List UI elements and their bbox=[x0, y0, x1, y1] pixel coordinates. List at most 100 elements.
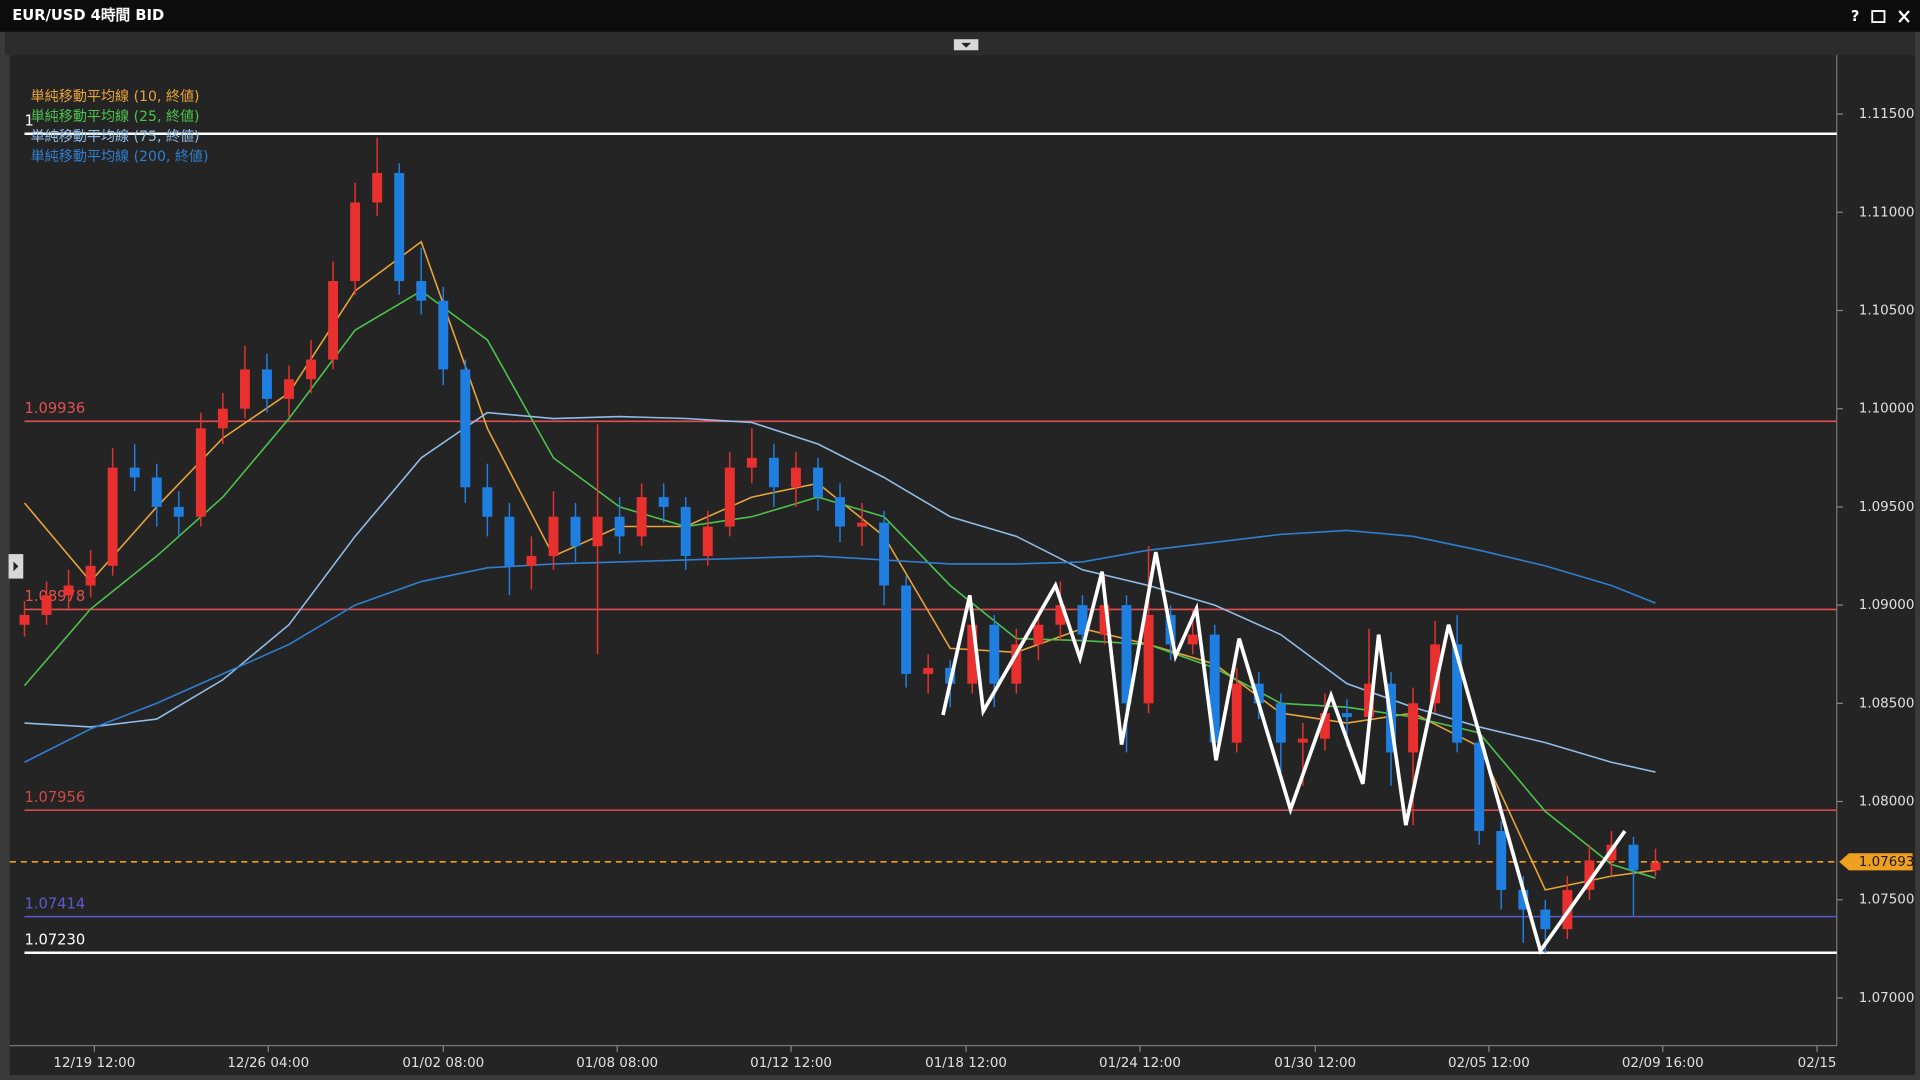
candle-body bbox=[658, 497, 669, 507]
candle-body bbox=[416, 281, 427, 301]
candle-body bbox=[1055, 605, 1066, 625]
candle-body bbox=[1430, 644, 1441, 704]
candle-body bbox=[284, 379, 294, 399]
maximize-button[interactable] bbox=[1871, 10, 1886, 23]
level-label: 1.07956 bbox=[24, 789, 85, 806]
candle-body bbox=[129, 467, 140, 478]
candle-body bbox=[151, 477, 162, 507]
candle-body bbox=[195, 428, 206, 517]
x-tick-label: 01/08 08:00 bbox=[576, 1055, 658, 1071]
candle-body bbox=[1650, 862, 1661, 871]
candle-body bbox=[1584, 860, 1595, 890]
candle-body bbox=[614, 516, 625, 537]
candle-body bbox=[1408, 703, 1419, 753]
candle-body bbox=[1121, 605, 1132, 704]
candle-body bbox=[901, 585, 912, 674]
help-button[interactable]: ? bbox=[1851, 8, 1860, 25]
y-tick-label: 1.08000 bbox=[1859, 794, 1915, 810]
legend-entry: 単純移動平均線 (200, 終値) bbox=[31, 149, 209, 165]
legend-entry: 単純移動平均線 (75, 終値) bbox=[31, 129, 200, 145]
candle-body bbox=[1518, 889, 1529, 910]
candle-body bbox=[261, 369, 272, 399]
candle-body bbox=[879, 522, 890, 586]
y-tick-label: 1.11500 bbox=[1859, 106, 1915, 122]
y-tick-label: 1.10000 bbox=[1859, 401, 1915, 417]
chart-layer: 1.07000 1.07500 1.08000 1.08500 1.09000 1.095… bbox=[9, 89, 1915, 1071]
window-title: EUR/USD 4時間 BID bbox=[12, 6, 164, 24]
candle-body bbox=[1253, 683, 1264, 704]
candle-body bbox=[438, 300, 449, 370]
candle-body bbox=[636, 497, 647, 537]
level-label: 1.07230 bbox=[24, 932, 85, 949]
candle-body bbox=[1275, 703, 1286, 743]
candle-body bbox=[790, 467, 801, 488]
title-bar bbox=[0, 0, 1920, 32]
candle-body bbox=[570, 516, 581, 547]
time-axis bbox=[9, 1045, 1837, 1076]
candle-body bbox=[702, 526, 713, 557]
x-tick-label: 02/05 12:00 bbox=[1448, 1055, 1530, 1071]
level-label: 1.09936 bbox=[24, 400, 85, 417]
current-price-tag bbox=[1839, 853, 1913, 871]
candle-body bbox=[724, 467, 735, 527]
candle-body bbox=[1187, 634, 1198, 645]
level-label: 1 bbox=[24, 112, 33, 129]
candle-body bbox=[1099, 605, 1110, 635]
candle-body bbox=[372, 173, 383, 203]
x-tick-label: 12/26 04:00 bbox=[227, 1055, 309, 1071]
y-tick-label: 1.07500 bbox=[1859, 892, 1915, 908]
candle-body bbox=[1452, 644, 1463, 743]
close-button[interactable] bbox=[1898, 10, 1910, 23]
candle-body bbox=[1077, 605, 1088, 635]
dropdown-arrow bbox=[961, 42, 972, 48]
candle-body bbox=[768, 457, 779, 488]
candle-body bbox=[1628, 844, 1639, 871]
candle-body bbox=[1364, 683, 1374, 718]
candle-body bbox=[19, 614, 30, 625]
candle-body bbox=[1496, 830, 1507, 890]
current-price-label: 1.07693 bbox=[1859, 854, 1915, 870]
candle-body bbox=[813, 467, 823, 498]
candle-body bbox=[989, 624, 1000, 684]
x-tick-label: 02/09 16:00 bbox=[1622, 1055, 1704, 1071]
candle-body bbox=[173, 506, 184, 517]
candle-body bbox=[41, 595, 52, 615]
candle-body bbox=[460, 369, 471, 488]
candle-body bbox=[1540, 909, 1551, 930]
candle-body bbox=[1033, 624, 1044, 645]
candle-body bbox=[107, 467, 118, 566]
x-tick-label: 01/18 12:00 bbox=[925, 1055, 1007, 1071]
candle-body bbox=[1297, 738, 1308, 743]
price-axis bbox=[1836, 55, 1916, 1076]
moving-average-line bbox=[23, 289, 1656, 879]
candle-body bbox=[1231, 683, 1242, 743]
candle-body bbox=[680, 506, 691, 557]
candle-body bbox=[63, 585, 74, 596]
candle-body bbox=[1209, 634, 1220, 743]
candle-body bbox=[1143, 614, 1154, 704]
candle-body bbox=[835, 497, 845, 527]
x-tick-label: 01/12 12:00 bbox=[750, 1055, 832, 1071]
x-tick-label: 02/15 bbox=[1798, 1055, 1837, 1071]
y-tick-label: 1.08500 bbox=[1859, 695, 1915, 711]
moving-average-line bbox=[24, 529, 1656, 763]
x-tick-label: 01/02 08:00 bbox=[402, 1055, 484, 1071]
moving-average-line bbox=[24, 411, 1656, 773]
x-tick-label: 01/24 12:00 bbox=[1099, 1055, 1181, 1071]
candle-body bbox=[548, 516, 559, 557]
candle-body bbox=[328, 281, 339, 360]
y-tick-label: 1.07000 bbox=[1859, 990, 1915, 1006]
x-tick-label: 12/19 12:00 bbox=[53, 1055, 135, 1071]
candle-body bbox=[1319, 713, 1330, 739]
candle-body bbox=[85, 565, 96, 586]
y-tick-label: 1.11000 bbox=[1859, 204, 1915, 220]
candle-body bbox=[526, 556, 537, 566]
x-tick-label: 01/30 12:00 bbox=[1274, 1055, 1356, 1071]
plot-area bbox=[9, 55, 1837, 1046]
candle-body bbox=[1474, 742, 1485, 831]
candle-body bbox=[1011, 644, 1022, 684]
candle-body bbox=[504, 516, 515, 566]
y-tick-label: 1.09000 bbox=[1859, 597, 1915, 613]
